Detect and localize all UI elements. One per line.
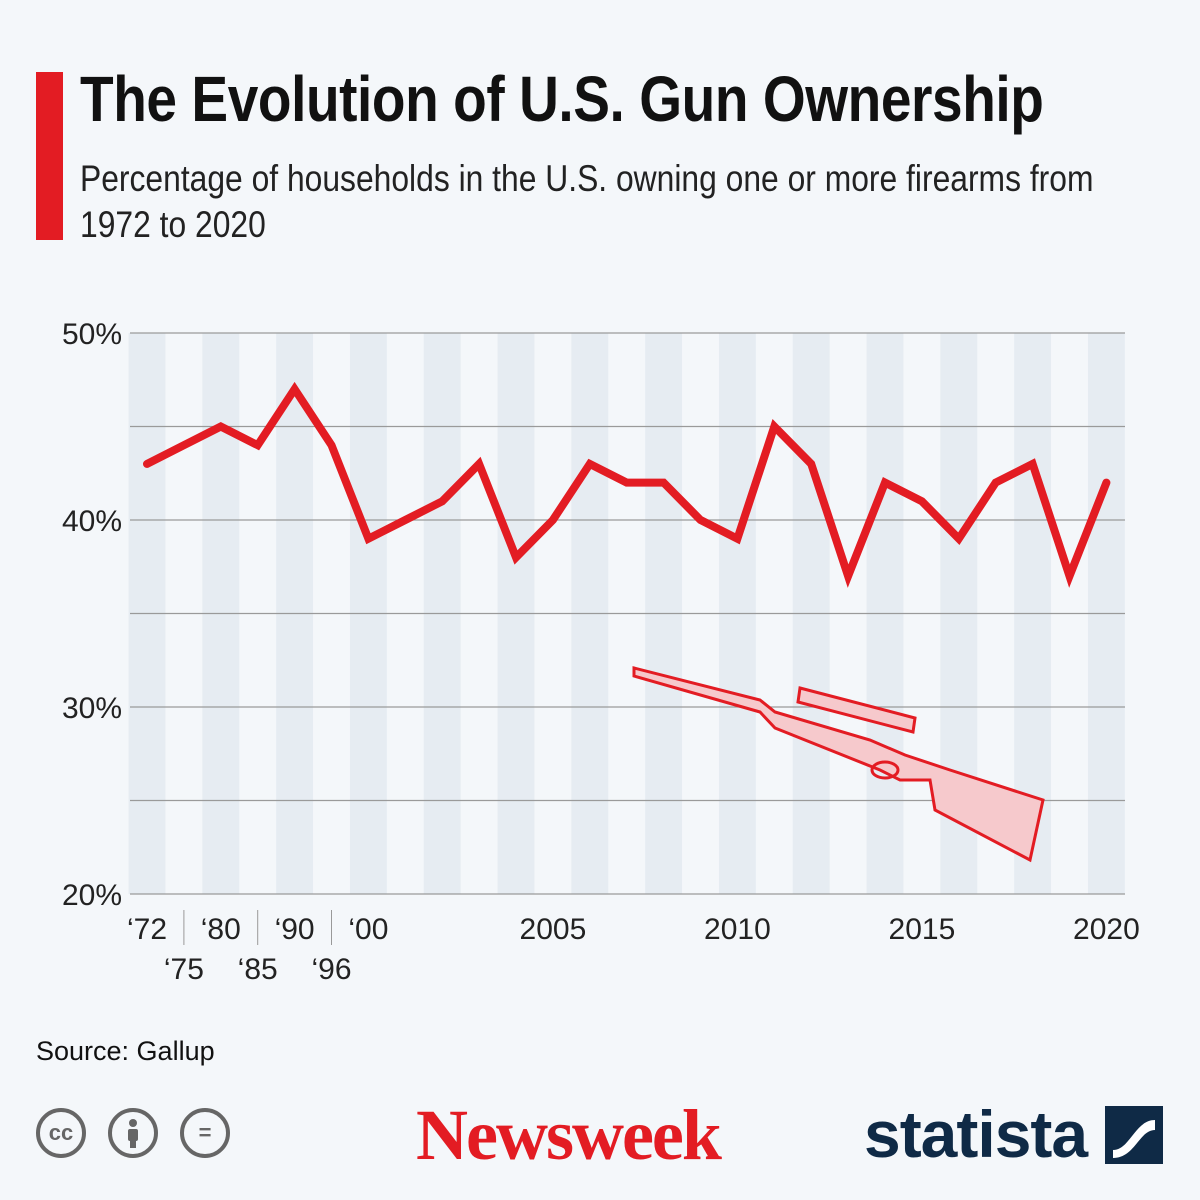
- rifle-icon: [632, 666, 1045, 863]
- x-tick-label: ‘85: [238, 953, 278, 986]
- chart-title: The Evolution of U.S. Gun Ownership: [80, 63, 1044, 135]
- nd-icon-label: =: [198, 1120, 212, 1145]
- source-note: Source: Gallup: [36, 1036, 215, 1066]
- x-tick-label: ‘75: [164, 953, 204, 986]
- y-tick-label: 50%: [62, 318, 122, 351]
- newsweek-logo: Newsweek: [416, 1095, 722, 1175]
- rifle-scope: [796, 686, 917, 734]
- x-tick-label: ‘80: [201, 913, 241, 946]
- nd-icon: =: [180, 1108, 230, 1158]
- x-tick-label: 2015: [889, 913, 956, 946]
- chart-subtitle: Percentage of households in the U.S. own…: [80, 158, 1094, 245]
- y-tick-label: 20%: [62, 879, 122, 912]
- x-tick-label: 2020: [1073, 913, 1140, 946]
- rifle-trigger-guard: [870, 760, 900, 780]
- by-icon: [108, 1108, 158, 1158]
- y-tick-label: 40%: [62, 505, 122, 538]
- person-icon: [128, 1119, 138, 1148]
- x-tick-label: 2010: [704, 913, 771, 946]
- x-tick-label: ‘90: [275, 913, 315, 946]
- statista-logo-mark: [1105, 1106, 1163, 1164]
- y-tick-label: 30%: [62, 692, 122, 725]
- x-tick-label: ‘96: [311, 953, 351, 986]
- cc-icon: cc: [36, 1108, 86, 1158]
- cc-icon-label: cc: [48, 1120, 74, 1145]
- x-tick-label: ‘72: [127, 913, 167, 946]
- statista-logo: statista: [864, 1097, 1088, 1171]
- x-tick-label: 2005: [520, 913, 587, 946]
- rifle-body: [632, 666, 1045, 863]
- line-chart: 50% 40% 30% 20%‘72 ‘75 ‘80 ‘85 ‘90 ‘96 ‘00 2005 201…: [62, 318, 1140, 986]
- statista-mark-icon: [1113, 1120, 1155, 1158]
- accent-bar: [36, 72, 63, 240]
- x-tick-label: ‘00: [348, 913, 388, 946]
